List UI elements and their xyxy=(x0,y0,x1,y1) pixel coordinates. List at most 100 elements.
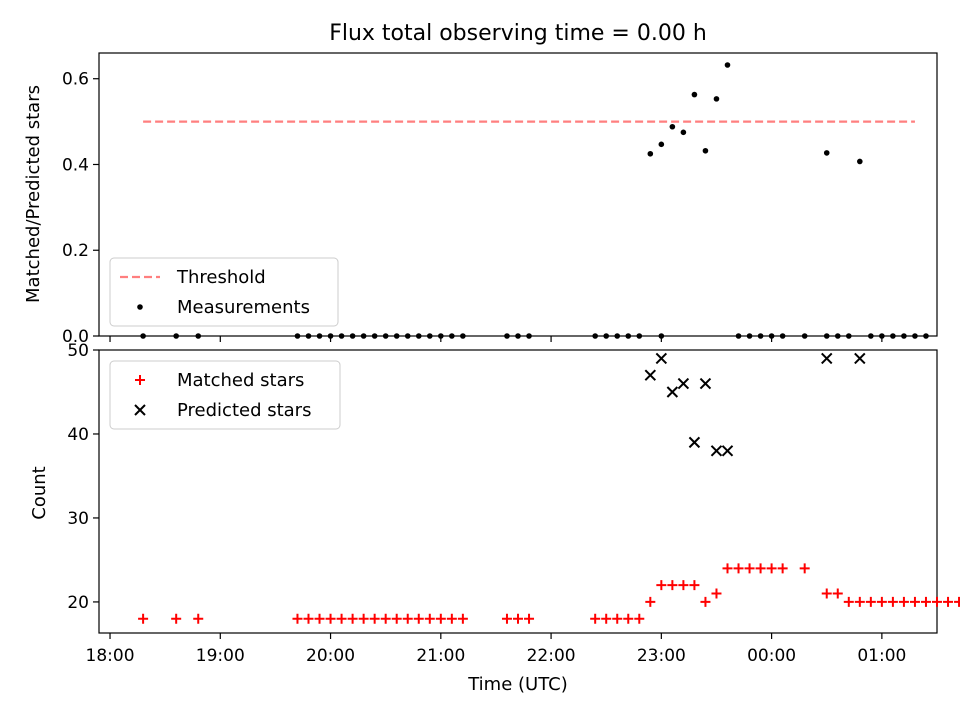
measurement-point xyxy=(349,333,356,339)
predicted-stars-point xyxy=(644,369,657,381)
measurement-point xyxy=(438,333,444,339)
matched-stars-point xyxy=(854,596,865,607)
predicted-stars-point xyxy=(655,352,668,365)
matched-stars-point xyxy=(656,580,667,591)
matched-stars-point xyxy=(424,613,435,624)
legend-predicted-swatch xyxy=(134,404,146,416)
matched-stars-point xyxy=(524,613,535,624)
matched-stars-point xyxy=(314,613,325,624)
top-y-tick-label: 0.6 xyxy=(62,70,89,90)
measurement-point xyxy=(603,333,610,339)
measurement-point xyxy=(426,333,433,339)
measurement-point xyxy=(823,150,830,156)
matched-stars-point xyxy=(336,613,347,624)
top-chart: Flux total observing time = 0.00 h Match… xyxy=(23,21,938,347)
bottom-chart: Count Time (UTC) 20 30 40 50 18:00 19:00 20:00… xyxy=(29,341,960,695)
matched-stars-point xyxy=(601,613,612,624)
matched-stars-point xyxy=(678,580,689,591)
matched-stars-point xyxy=(943,596,954,607)
measurement-point xyxy=(294,333,301,339)
top-y-axis-label: Matched/Predicted stars xyxy=(23,85,44,303)
matched-stars-point xyxy=(501,613,512,624)
matched-stars-point xyxy=(667,580,678,591)
top-legend-box xyxy=(109,257,339,327)
matched-stars-point xyxy=(920,596,931,607)
x-tick-label: 00:00 xyxy=(747,646,796,666)
measurement-point xyxy=(923,333,929,339)
measurement-point xyxy=(879,333,885,339)
matched-stars-point xyxy=(766,563,777,574)
measurement-point xyxy=(305,333,312,339)
matched-stars-point xyxy=(513,613,523,624)
measurement-point xyxy=(912,333,918,339)
matched-stars-point xyxy=(821,588,832,599)
matched-stars-point xyxy=(832,588,843,599)
measurement-point xyxy=(658,333,665,339)
measurement-point xyxy=(173,333,179,339)
matched-stars-point xyxy=(700,596,711,607)
top-chart-title: Flux total observing time = 0.00 h xyxy=(329,21,707,46)
matched-stars-point xyxy=(369,613,380,624)
measurement-point xyxy=(768,333,775,339)
matched-stars-point xyxy=(457,613,468,624)
matched-stars-point xyxy=(755,563,766,574)
predicted-stars-point xyxy=(710,445,723,457)
matched-stars-point xyxy=(380,613,391,624)
bottom-y-tick-label: 20 xyxy=(67,593,89,613)
bottom-y-tick-label: 50 xyxy=(67,341,89,361)
matched-stars-point xyxy=(645,596,656,607)
matched-stars-point xyxy=(623,613,634,624)
predicted-stars-point xyxy=(821,352,833,365)
matched-stars-point xyxy=(865,596,876,607)
matched-stars-point xyxy=(909,596,920,607)
x-tick-label: 22:00 xyxy=(527,646,576,666)
matched-stars-point xyxy=(612,613,623,624)
matched-stars-point xyxy=(435,613,446,624)
measurement-point xyxy=(845,333,852,339)
x-tick-label: 23:00 xyxy=(637,646,686,666)
matched-stars-point xyxy=(777,563,788,574)
matched-stars-point xyxy=(193,613,204,624)
matched-stars-point xyxy=(932,596,942,607)
matched-stars-point xyxy=(138,613,149,624)
bottom-legend-box xyxy=(109,360,341,430)
matched-stars-point xyxy=(898,596,909,607)
matched-stars-point xyxy=(876,596,887,607)
matched-stars-point xyxy=(843,596,854,607)
measurement-point xyxy=(393,333,400,339)
measurement-point xyxy=(526,333,532,339)
matched-stars-point xyxy=(446,613,457,624)
matched-stars-point xyxy=(733,563,744,574)
measurement-point xyxy=(735,333,742,339)
x-tick-label: 18:00 xyxy=(86,646,135,666)
measurement-point xyxy=(382,333,389,339)
measurement-point xyxy=(658,141,665,148)
matched-stars-point xyxy=(303,613,314,624)
matched-stars-point xyxy=(590,613,601,624)
matched-stars-point xyxy=(325,613,336,624)
matched-stars-point xyxy=(711,588,722,599)
measurement-point xyxy=(834,333,841,339)
measurement-point xyxy=(823,333,830,339)
measurement-point xyxy=(504,333,510,339)
measurement-point xyxy=(195,333,202,339)
measurement-point xyxy=(702,147,709,154)
measurement-point xyxy=(460,333,466,339)
measurement-point xyxy=(691,91,698,98)
legend-label: Predicted stars xyxy=(177,400,311,421)
top-y-tick-label: 0.4 xyxy=(62,155,89,175)
measurement-point xyxy=(680,129,687,136)
measurement-point xyxy=(746,333,753,339)
measurement-point xyxy=(868,333,874,339)
measurement-point xyxy=(724,62,731,68)
x-tick-label: 20:00 xyxy=(306,646,355,666)
measurement-point xyxy=(901,333,907,339)
measurement-point xyxy=(625,333,632,339)
matched-stars-point xyxy=(402,613,413,624)
measurement-point xyxy=(669,123,676,130)
x-tick-label: 21:00 xyxy=(416,646,465,666)
predicted-stars-point xyxy=(721,445,734,457)
legend-label: Matched stars xyxy=(177,370,304,391)
matched-stars-point xyxy=(347,613,358,624)
measurement-point xyxy=(890,333,896,339)
